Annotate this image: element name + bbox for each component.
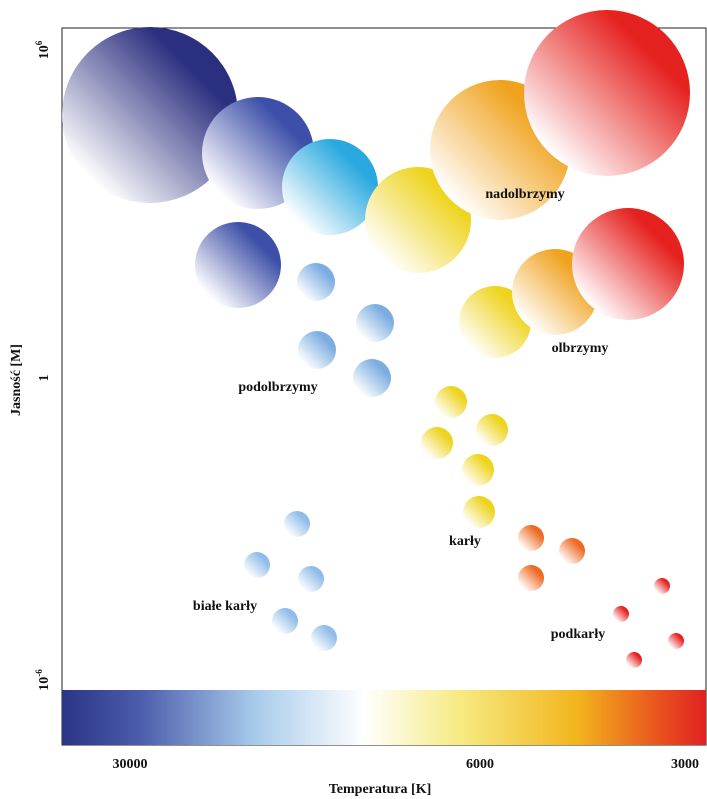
star bbox=[654, 578, 670, 594]
star bbox=[524, 10, 690, 176]
star bbox=[463, 496, 495, 528]
y-tick-base: 10 bbox=[37, 45, 52, 59]
star bbox=[356, 304, 394, 342]
star bbox=[298, 566, 324, 592]
temperature-colorbar bbox=[62, 690, 706, 745]
stars bbox=[62, 10, 690, 668]
group-label: karły bbox=[449, 534, 481, 549]
x-tick-label: 3000 bbox=[671, 757, 699, 772]
star bbox=[195, 222, 281, 308]
group-label: olbrzymy bbox=[552, 341, 609, 356]
x-tick-label: 30000 bbox=[113, 757, 148, 772]
y-tick-label: 10-6 bbox=[34, 669, 52, 691]
x-axis-label: Temperatura [K] bbox=[329, 782, 432, 797]
star bbox=[476, 414, 508, 446]
group-label: białe karły bbox=[193, 599, 257, 614]
star bbox=[518, 565, 544, 591]
star bbox=[297, 263, 335, 301]
star bbox=[518, 525, 544, 551]
star bbox=[284, 511, 310, 537]
star bbox=[626, 652, 642, 668]
star bbox=[282, 139, 378, 235]
star bbox=[668, 633, 684, 649]
y-tick-label: 106 bbox=[34, 40, 52, 59]
diagram: Jasność [M] Temperatura [K] nadolbrzymy o… bbox=[0, 0, 707, 799]
star bbox=[353, 359, 391, 397]
star bbox=[559, 538, 585, 564]
y-tick-exponent: -6 bbox=[34, 669, 44, 677]
star bbox=[244, 552, 270, 578]
x-tick-label: 6000 bbox=[466, 757, 494, 772]
star bbox=[272, 608, 298, 634]
star bbox=[613, 606, 629, 622]
star bbox=[298, 331, 336, 369]
y-tick-base: 1 bbox=[37, 375, 52, 382]
y-tick-label: 1 bbox=[37, 375, 52, 382]
y-tick-exponent: 6 bbox=[34, 40, 44, 45]
star bbox=[421, 427, 453, 459]
y-tick-base: 10 bbox=[37, 677, 52, 691]
star bbox=[572, 208, 684, 320]
group-label: nadolbrzymy bbox=[485, 187, 564, 202]
star bbox=[311, 625, 337, 651]
group-label: podolbrzymy bbox=[238, 380, 317, 395]
y-axis-label: Jasność [M] bbox=[9, 344, 24, 416]
group-label: podkarły bbox=[551, 627, 605, 642]
star bbox=[435, 386, 467, 418]
star bbox=[462, 454, 494, 486]
